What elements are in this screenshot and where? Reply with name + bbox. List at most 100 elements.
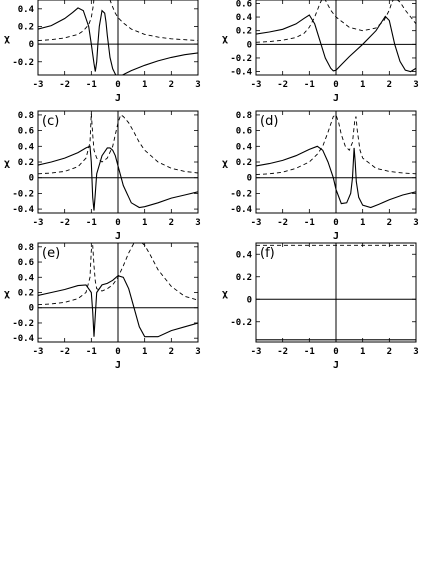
y-tick-label: 0 xyxy=(247,40,252,50)
dashed-series-line xyxy=(256,114,416,176)
y-axis-label: χ xyxy=(222,289,228,300)
x-tick-label: 1 xyxy=(360,218,365,228)
x-tick-label: 2 xyxy=(387,347,392,357)
solid-series-line xyxy=(38,7,198,75)
y-tick-label: -0.4 xyxy=(230,205,252,215)
y-tick-label: 0.2 xyxy=(236,158,252,168)
dashed-series-line xyxy=(38,0,198,42)
x-tick-label: -3 xyxy=(33,218,44,228)
x-tick-label: 1 xyxy=(142,80,147,90)
chart-panel-1: -3 -2 -1 0 1 2 3 -0.2 0 0.2 0.4 Jχ xyxy=(4,0,201,104)
x-tick-label: 1 xyxy=(360,80,365,90)
y-tick-label: -0.4 xyxy=(12,334,34,344)
y-tick-label: -0.2 xyxy=(12,319,34,329)
x-tick-label: 0 xyxy=(333,80,338,90)
chart-panel-4: -3 -2 -1 0 1 2 3 -0.4 -0.2 0 0.2 0.4 0.6 0.8 Jχ (d) xyxy=(222,110,419,242)
y-tick-label: 0.2 xyxy=(18,289,34,299)
x-tick-label: -2 xyxy=(59,347,70,357)
x-axis-label: J xyxy=(333,360,339,371)
y-tick-label: -0.2 xyxy=(230,189,252,199)
x-tick-label: 1 xyxy=(142,218,147,228)
x-tick-label: -1 xyxy=(86,347,97,357)
x-tick-label: -2 xyxy=(277,347,288,357)
x-tick-label: 0 xyxy=(333,347,338,357)
x-tick-label: 2 xyxy=(387,218,392,228)
x-tick-label: 1 xyxy=(360,347,365,357)
y-tick-label: 0.4 xyxy=(236,142,253,152)
x-tick-label: -3 xyxy=(251,80,262,90)
y-tick-label: 0.2 xyxy=(236,27,252,37)
x-tick-label: -1 xyxy=(86,218,97,228)
y-axis-label: χ xyxy=(4,289,10,300)
x-tick-label: -2 xyxy=(277,80,288,90)
x-tick-label: -1 xyxy=(304,347,315,357)
solid-series-line xyxy=(256,14,416,73)
y-axis-label: χ xyxy=(222,34,228,45)
x-axis-label: J xyxy=(115,231,121,242)
y-tick-label: 0.8 xyxy=(236,111,252,121)
x-tick-label: 0 xyxy=(333,218,338,228)
y-tick-label: 0.8 xyxy=(18,243,34,253)
y-tick-label: 0 xyxy=(29,174,34,184)
solid-series-line xyxy=(38,145,198,211)
y-tick-label: 0.4 xyxy=(18,142,35,152)
x-tick-label: 0 xyxy=(115,218,120,228)
y-tick-label: -0.2 xyxy=(230,318,252,328)
x-axis-label: J xyxy=(333,93,339,104)
y-tick-label: 0 xyxy=(29,40,34,50)
x-tick-label: -3 xyxy=(33,347,44,357)
solid-series-line xyxy=(38,275,198,338)
panel-label: (e) xyxy=(42,246,60,261)
x-tick-label: 0 xyxy=(115,347,120,357)
x-tick-label: -3 xyxy=(33,80,44,90)
x-tick-label: 3 xyxy=(413,218,418,228)
x-tick-label: 3 xyxy=(195,347,200,357)
y-tick-label: 0.4 xyxy=(236,13,253,23)
y-tick-label: 0.2 xyxy=(236,273,252,283)
chart-panel-2: -3 -2 -1 0 1 2 3 -0.4 -0.2 0 0.2 0.4 0.6 Jχ xyxy=(222,0,419,104)
y-tick-label: 0.2 xyxy=(18,22,34,32)
y-tick-label: 0.4 xyxy=(18,5,35,15)
chart-panel-3: -3 -2 -1 0 1 2 3 -0.4 -0.2 0 0.2 0.4 0.6 0.8 Jχ (c) xyxy=(4,110,201,242)
y-tick-label: 0.6 xyxy=(236,0,252,9)
y-tick-label: 0 xyxy=(247,295,252,305)
x-tick-label: 2 xyxy=(169,347,174,357)
x-tick-label: 1 xyxy=(142,347,147,357)
chart-panel-6: -3 -2 -1 0 1 2 3 -0.2 0 0.2 0.4 Jχ (f) xyxy=(222,242,419,371)
x-tick-label: 3 xyxy=(413,80,418,90)
y-tick-label: 0.4 xyxy=(18,273,35,283)
x-tick-label: 2 xyxy=(169,80,174,90)
y-tick-label: -0.2 xyxy=(12,58,34,68)
x-tick-label: -1 xyxy=(86,80,97,90)
y-tick-label: 0.6 xyxy=(236,127,252,137)
panel-label: (c) xyxy=(42,114,59,129)
y-tick-label: 0 xyxy=(29,304,34,314)
x-tick-label: 2 xyxy=(387,80,392,90)
dashed-series-line xyxy=(38,243,198,306)
y-tick-label: 0.6 xyxy=(18,258,34,268)
y-tick-label: 0.4 xyxy=(236,250,253,260)
y-tick-label: -0.4 xyxy=(230,68,252,78)
x-tick-label: -3 xyxy=(251,347,262,357)
solid-series-line xyxy=(256,145,416,209)
x-tick-label: -2 xyxy=(59,80,70,90)
y-tick-label: 0 xyxy=(247,174,252,184)
x-tick-label: 2 xyxy=(169,218,174,228)
chart-panel-5: -3 -2 -1 0 1 2 3 -0.4 -0.2 0 0.2 0.4 0.6 0.8 Jχ (e) xyxy=(4,242,201,371)
y-tick-label: -0.2 xyxy=(230,54,252,64)
x-axis-label: J xyxy=(115,360,121,371)
x-tick-label: 0 xyxy=(115,80,120,90)
y-tick-label: 0.2 xyxy=(18,158,34,168)
y-tick-label: 0.8 xyxy=(18,111,34,121)
x-axis-label: J xyxy=(115,93,121,104)
y-tick-label: -0.4 xyxy=(12,205,34,215)
x-axis-label: J xyxy=(333,231,339,242)
y-axis-label: χ xyxy=(4,34,10,45)
panel-label: (d) xyxy=(260,114,278,129)
x-tick-label: -1 xyxy=(304,218,315,228)
x-tick-label: -3 xyxy=(251,218,262,228)
dashed-series-line xyxy=(38,113,198,175)
y-tick-label: 0.6 xyxy=(18,127,34,137)
x-tick-label: -1 xyxy=(304,80,315,90)
